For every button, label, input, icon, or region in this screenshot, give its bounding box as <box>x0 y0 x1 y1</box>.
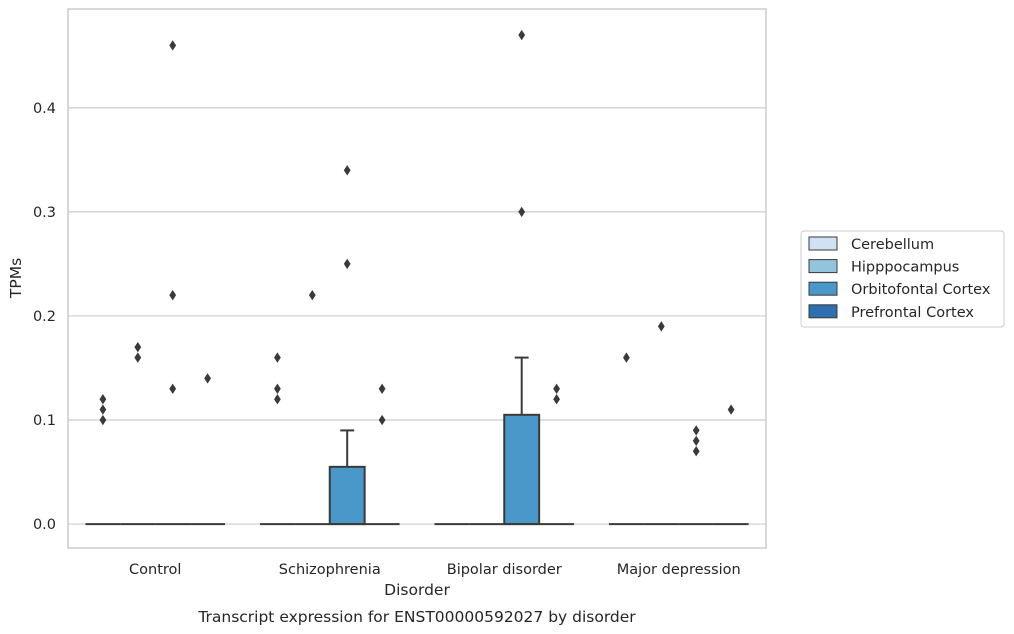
legend-swatch <box>808 304 838 319</box>
outlier-point <box>692 425 700 436</box>
outlier-point <box>727 404 735 415</box>
box-group <box>155 40 191 526</box>
outlier-point <box>692 435 700 447</box>
outlier-point <box>134 341 142 353</box>
outlier-point <box>274 352 281 363</box>
gridlines <box>68 107 766 525</box>
outlier-point <box>518 206 526 218</box>
legend: Cerebellum Hipppocampus Orbitofontal Corte… <box>800 230 1005 328</box>
outlier-point <box>343 258 351 270</box>
outlier-point <box>378 414 386 426</box>
outlier-point <box>169 40 177 51</box>
box-group <box>608 352 644 526</box>
box-group <box>503 29 541 526</box>
legend-items: Cerebellum Hipppocampus Orbitofontal Corte… <box>808 236 991 321</box>
x-axis-ticks: Control Schizophrenia Bipolar disorder Majo… <box>129 562 741 578</box>
outlier-point <box>204 373 211 384</box>
box <box>328 465 366 526</box>
y-tick-label: 0.1 <box>33 413 56 429</box>
y-tick-label: 0.0 <box>33 517 56 533</box>
outlier-point <box>274 383 281 394</box>
outlier-point <box>553 394 560 405</box>
y-axis-ticks: 0.0 0.1 0.2 0.3 0.4 <box>33 101 56 533</box>
box-group <box>85 394 121 526</box>
x-axis-label: Disorder <box>384 581 450 599</box>
legend-label: Prefrontal Cortex <box>851 305 974 321</box>
outlier-point <box>657 321 665 332</box>
y-axis-label: TPMs <box>7 258 25 299</box>
outlier-point <box>623 352 630 363</box>
outlier-point <box>692 446 700 457</box>
box-group <box>190 373 226 526</box>
x-tick-label: Control <box>129 562 181 578</box>
box-plot-area <box>85 29 749 526</box>
box-group <box>120 341 156 526</box>
outlier-point <box>274 394 281 405</box>
outlier-point <box>343 165 351 176</box>
plot-frame <box>67 8 767 549</box>
legend-swatch <box>808 259 838 274</box>
box-group <box>328 165 366 526</box>
legend-label: Orbitofontal Cortex <box>851 282 991 298</box>
outlier-point <box>99 394 107 405</box>
legend-swatch <box>808 281 838 296</box>
box-group <box>364 383 400 526</box>
outlier-point <box>134 352 142 363</box>
legend-swatch <box>808 236 838 251</box>
outlier-point <box>518 29 526 41</box>
outlier-point <box>308 289 316 301</box>
outlier-point <box>169 289 177 301</box>
box-group <box>678 425 714 526</box>
y-tick-label: 0.2 <box>33 309 56 325</box>
outlier-point <box>378 383 386 394</box>
chart-caption: Transcript expression for ENST0000059202… <box>197 608 636 626</box>
box-group <box>539 383 575 526</box>
legend-label: Cerebellum <box>851 237 934 253</box>
box-group <box>294 289 330 526</box>
y-tick-label: 0.4 <box>33 101 56 117</box>
box <box>503 413 541 526</box>
box-group <box>713 404 749 526</box>
outlier-point <box>99 414 107 426</box>
outlier-point <box>553 383 560 394</box>
legend-label: Hipppocampus <box>851 260 959 276</box>
x-tick-label: Bipolar disorder <box>447 562 562 578</box>
box-group <box>259 352 295 526</box>
box-group <box>643 321 679 526</box>
y-tick-label: 0.3 <box>33 205 56 221</box>
legend-frame <box>800 230 1005 328</box>
x-tick-label: Major depression <box>617 562 741 578</box>
outlier-point <box>99 404 107 415</box>
outlier-point <box>169 383 177 394</box>
x-tick-label: Schizophrenia <box>279 562 381 578</box>
